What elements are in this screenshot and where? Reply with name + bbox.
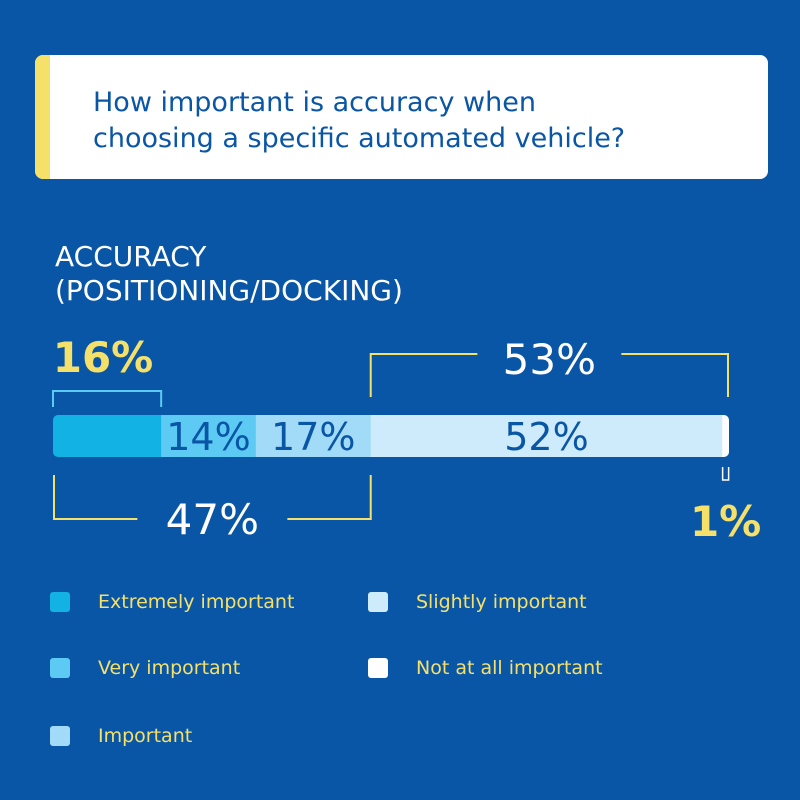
group-brackets [52,353,730,520]
bracket-not-important-right [621,353,729,397]
bar-segment-slightly-important [370,415,723,457]
bar-segment-very-important [161,415,257,457]
legend-label-important: Important [98,725,193,747]
title-accent-bar [35,55,50,179]
legend-swatch-important [50,726,70,746]
bracket-not-at-all [721,467,730,481]
label-not-at-all-1: 1% [690,497,761,546]
bracket-important-left [53,475,138,520]
legend-swatch-slightly-important [368,592,388,612]
label-not-important-53: 53% [503,335,596,384]
bracket-important-right [287,475,372,520]
section-title-line-1: ACCURACY [55,240,207,273]
question-title: How important is accuracy when choosing … [93,85,733,157]
legend-label-not-at-all-important: Not at all important [416,657,603,679]
label-important-47: 47% [166,495,259,544]
section-title: ACCURACY (POSITIONING/DOCKING) [55,240,555,308]
bar-segment-important [255,415,372,457]
bar-segment-extremely-important [53,415,162,457]
section-title-line-2: (POSITIONING/DOCKING) [55,274,403,307]
bracket-not-important-left [369,353,478,397]
bar-label-very-important: 14% [166,415,250,459]
legend-label-slightly-important: Slightly important [416,591,587,613]
question-card: How important is accuracy when choosing … [35,55,768,179]
legend-swatch-extremely-important [50,592,70,612]
bracket-extremely [52,390,163,407]
legend-label-extremely-important: Extremely important [98,591,295,613]
bar-label-slightly-important: 52% [504,415,588,459]
bar-segment-not-at-all-important [722,415,729,457]
bar-segments [53,415,729,457]
question-title-line-2: choosing a specific automated vehicle? [93,123,626,154]
bar-label-important: 17% [271,415,355,459]
legend-swatch-not-at-all-important [368,658,388,678]
label-extremely-16: 16% [53,333,154,382]
legend-swatch-very-important [50,658,70,678]
question-title-line-1: How important is accuracy when [93,87,536,118]
bar-labels: 14% 17% 52% [166,415,588,459]
legend-label-very-important: Very important [98,657,241,679]
group-labels: 16% 47% 53% 1% [53,333,762,546]
